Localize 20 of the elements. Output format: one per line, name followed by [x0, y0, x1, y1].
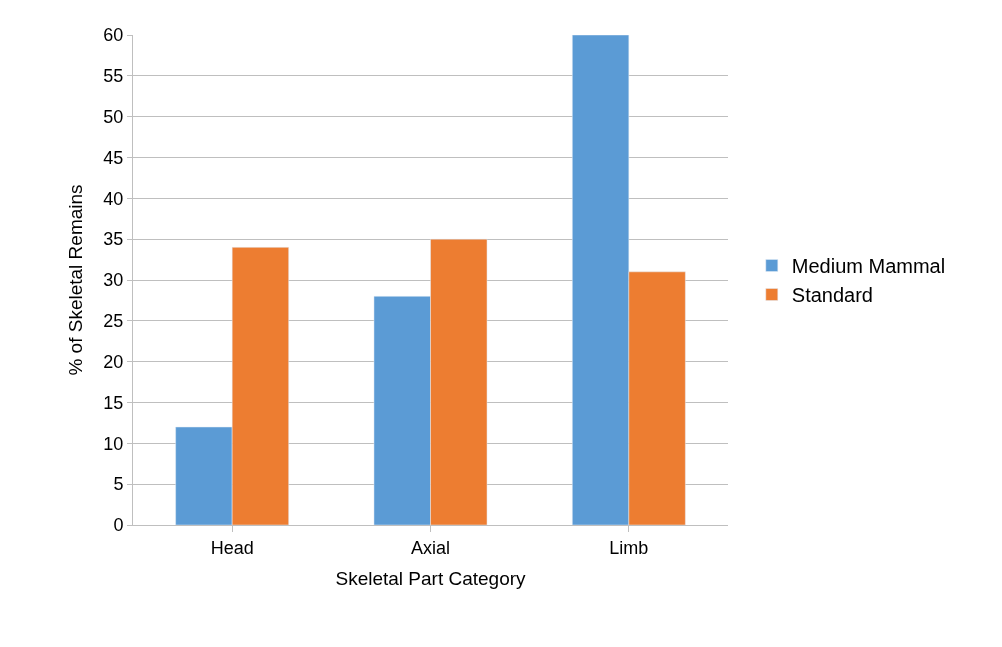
- x-tick-label: Limb: [609, 537, 649, 558]
- y-tick-label: 15: [103, 392, 124, 413]
- x-axis-title: Skeletal Part Category: [335, 568, 527, 590]
- y-tick-label: 20: [103, 351, 124, 372]
- y-tick-label: 30: [103, 270, 124, 291]
- y-tick-label: 0: [113, 515, 124, 536]
- legend-label: Medium Mammal: [791, 255, 946, 278]
- y-tick-label: 35: [103, 229, 124, 250]
- y-tick-label: 40: [103, 188, 124, 209]
- y-tick-label: 45: [103, 147, 124, 168]
- y-tick-label: 5: [113, 474, 124, 495]
- y-axis-title: % of Skeletal Remains: [65, 184, 87, 376]
- y-tick-label: 10: [103, 433, 124, 454]
- legend-label: Standard: [791, 284, 873, 307]
- y-tick-label: 60: [103, 25, 124, 46]
- y-tick-label: 50: [103, 106, 124, 127]
- x-tick-label: Head: [210, 537, 254, 558]
- y-tick-label: 25: [103, 311, 124, 332]
- y-tick-label: 55: [103, 66, 124, 87]
- x-tick-label: Axial: [410, 537, 451, 558]
